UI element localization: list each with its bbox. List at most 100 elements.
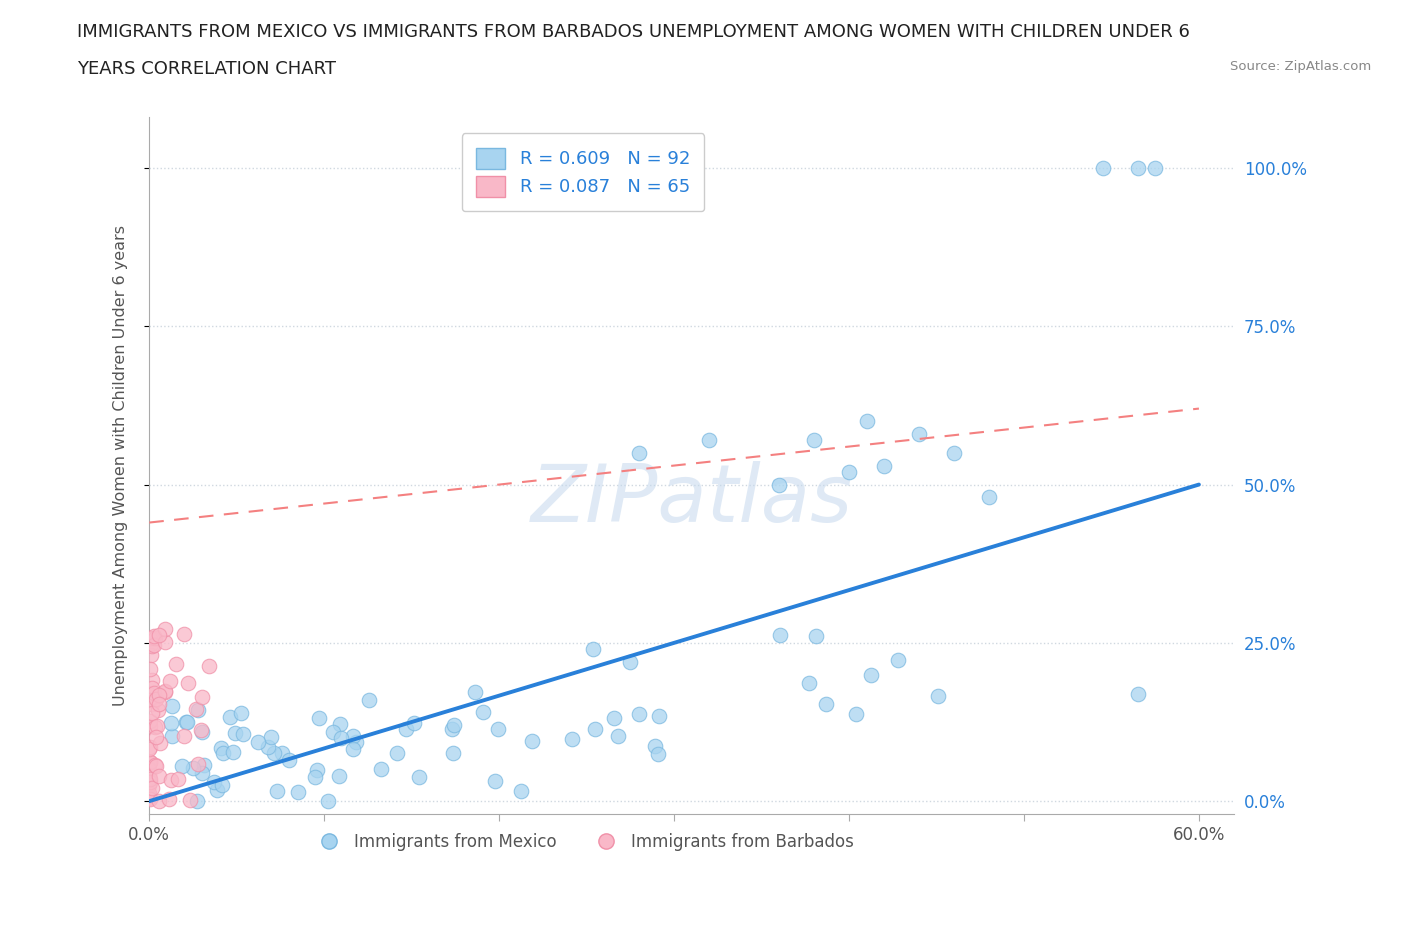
Point (198, 658, 221, 673)
Point (145, 692, 167, 707)
Point (174, 714, 197, 729)
Point (139, 636, 162, 651)
Point (329, 716, 352, 731)
Point (177, 676, 200, 691)
Point (247, 735, 270, 750)
Point (359, 693, 381, 708)
Point (583, 722, 606, 737)
Point (977, 490, 1000, 505)
Point (183, 761, 205, 776)
Point (141, 705, 163, 720)
Point (647, 747, 669, 762)
Point (804, 629, 827, 644)
Point (148, 687, 170, 702)
Point (141, 631, 163, 645)
Point (443, 717, 465, 732)
Point (582, 642, 605, 657)
Point (153, 684, 176, 699)
Point (143, 719, 166, 734)
Point (257, 739, 280, 754)
Point (139, 754, 162, 769)
Point (328, 768, 350, 783)
Point (603, 711, 626, 725)
Point (138, 786, 160, 801)
Point (845, 707, 868, 722)
Point (271, 745, 294, 760)
Point (187, 702, 209, 717)
Text: ZIPatlas: ZIPatlas (530, 461, 852, 539)
Point (141, 672, 163, 687)
Point (179, 792, 201, 807)
Point (190, 723, 212, 737)
Point (464, 684, 486, 699)
Point (173, 729, 195, 744)
Point (1144, 161, 1167, 176)
Point (927, 689, 949, 704)
Point (1126, 161, 1149, 176)
Point (308, 711, 330, 725)
Point (404, 716, 426, 731)
Point (561, 732, 583, 747)
Point (139, 647, 162, 662)
Point (160, 729, 183, 744)
Point (304, 769, 326, 784)
Point (260, 729, 283, 744)
Point (520, 734, 543, 749)
Point (212, 745, 235, 760)
Point (370, 762, 392, 777)
Point (138, 789, 160, 804)
Point (143, 629, 166, 644)
Point (330, 730, 353, 745)
Point (160, 716, 183, 731)
Point (148, 697, 170, 711)
Point (149, 736, 172, 751)
Point (139, 755, 162, 770)
Point (607, 728, 630, 743)
Point (145, 729, 167, 744)
Point (263, 745, 285, 760)
Point (187, 756, 209, 771)
Point (139, 631, 162, 645)
Legend: Immigrants from Mexico, Immigrants from Barbados: Immigrants from Mexico, Immigrants from … (305, 827, 860, 857)
Point (148, 628, 170, 643)
Point (855, 414, 877, 429)
Point (167, 772, 190, 787)
Point (619, 655, 641, 670)
Point (148, 793, 170, 808)
Point (486, 722, 509, 737)
Point (143, 686, 166, 701)
Point (145, 758, 167, 773)
Point (202, 774, 225, 789)
Point (344, 735, 367, 750)
Point (697, 432, 720, 447)
Point (322, 724, 344, 739)
Point (145, 758, 167, 773)
Text: Source: ZipAtlas.com: Source: ZipAtlas.com (1230, 60, 1371, 73)
Point (385, 745, 408, 760)
Point (229, 706, 252, 721)
Point (146, 719, 169, 734)
Point (184, 702, 207, 717)
Point (170, 758, 193, 773)
Point (138, 741, 160, 756)
Point (222, 744, 245, 759)
Point (138, 762, 160, 777)
Point (838, 464, 860, 479)
Point (138, 790, 160, 805)
Point (278, 752, 301, 767)
Point (395, 722, 418, 737)
Point (860, 668, 883, 683)
Point (510, 784, 533, 799)
Point (139, 718, 162, 733)
Point (160, 698, 183, 713)
Point (176, 714, 198, 729)
Point (139, 771, 162, 786)
Point (190, 766, 212, 781)
Point (316, 793, 339, 808)
Point (887, 653, 910, 668)
Point (155, 634, 177, 649)
Point (159, 673, 181, 688)
Point (472, 704, 495, 719)
Point (138, 770, 160, 785)
Point (1126, 686, 1149, 701)
